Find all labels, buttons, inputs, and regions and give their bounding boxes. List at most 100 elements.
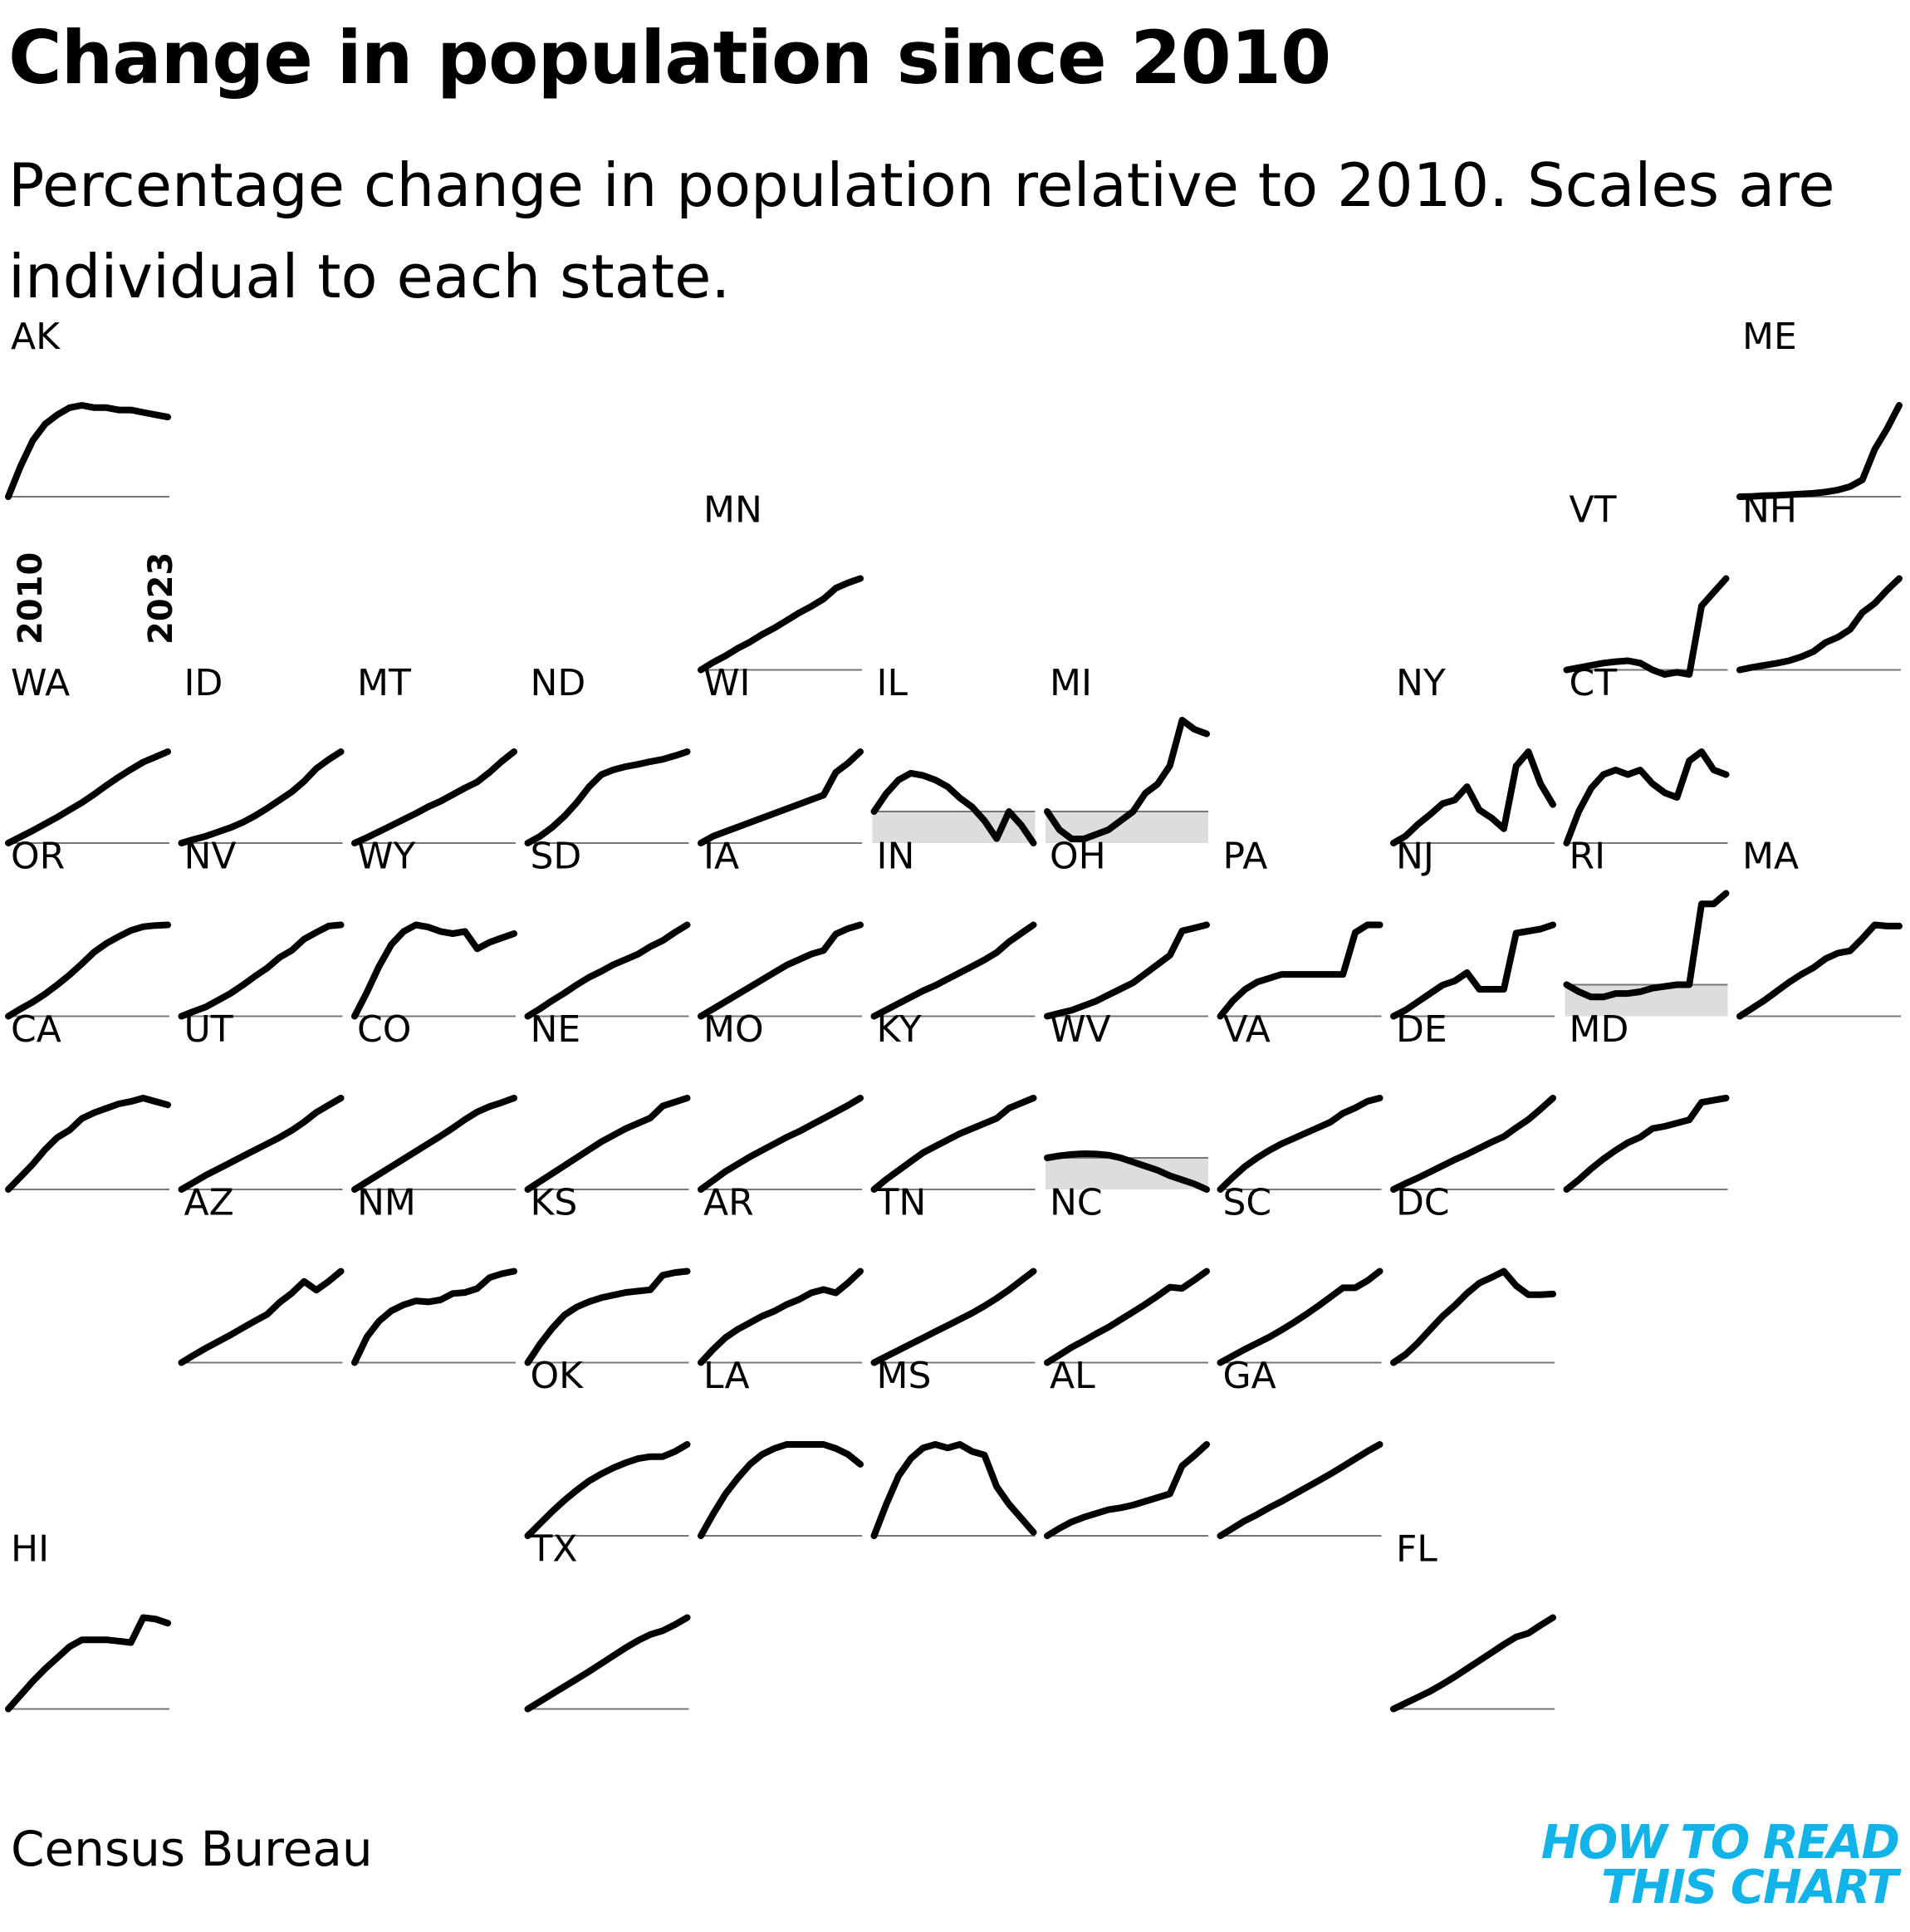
state-label: GA bbox=[1223, 1355, 1276, 1397]
state-panel-wv: WV bbox=[1044, 1008, 1210, 1193]
state-panel-wa: WA bbox=[5, 662, 171, 846]
population-line-id bbox=[178, 748, 345, 846]
state-label: CO bbox=[357, 1008, 411, 1051]
population-line-ks bbox=[524, 1268, 691, 1366]
brand-logo: HOW TO READ THIS CHART bbox=[1541, 1820, 1900, 1915]
state-label: RI bbox=[1570, 836, 1606, 878]
population-line-tx bbox=[524, 1614, 691, 1713]
state-label: WI bbox=[703, 662, 750, 704]
population-line-or bbox=[5, 921, 171, 1020]
state-panel-wi: WI bbox=[698, 662, 864, 846]
state-label: NM bbox=[357, 1182, 416, 1224]
population-line-al bbox=[1044, 1441, 1210, 1539]
state-label: MN bbox=[703, 489, 762, 532]
population-line-nm bbox=[351, 1268, 517, 1366]
population-line-wi bbox=[698, 748, 864, 846]
state-label: CT bbox=[1570, 662, 1618, 704]
population-line-sc bbox=[1217, 1268, 1384, 1366]
state-panel-ms: MS bbox=[870, 1355, 1037, 1539]
population-line-ky bbox=[870, 1095, 1037, 1193]
population-line-me bbox=[1736, 402, 1903, 500]
state-panel-fl: FL bbox=[1390, 1528, 1556, 1713]
state-label: ME bbox=[1742, 316, 1797, 358]
state-label: DE bbox=[1396, 1008, 1447, 1051]
state-label: IL bbox=[877, 662, 908, 704]
state-panel-ga: GA bbox=[1217, 1355, 1384, 1539]
state-panel-ne: NE bbox=[524, 1008, 691, 1193]
state-label: KS bbox=[531, 1182, 578, 1224]
state-panel-in: IN bbox=[870, 836, 1037, 1020]
population-line-nj bbox=[1390, 921, 1556, 1020]
brand-line-2: THIS CHART bbox=[1601, 1861, 1898, 1915]
state-label: WV bbox=[1050, 1008, 1111, 1051]
state-label: NY bbox=[1396, 662, 1446, 704]
population-line-ct bbox=[1563, 748, 1730, 846]
state-label: WY bbox=[357, 836, 416, 878]
population-line-mo bbox=[698, 1095, 864, 1193]
state-panel-nv: NV bbox=[178, 836, 345, 1020]
state-label: KY bbox=[877, 1008, 922, 1051]
state-label: UT bbox=[184, 1008, 233, 1051]
state-panel-az: AZ bbox=[178, 1182, 345, 1366]
state-label: ND bbox=[531, 662, 586, 704]
state-label: NH bbox=[1742, 489, 1797, 532]
state-label: MD bbox=[1570, 1008, 1629, 1051]
state-panel-hi: HI bbox=[5, 1528, 171, 1713]
state-label: AK bbox=[11, 316, 61, 358]
population-line-oh bbox=[1044, 921, 1210, 1020]
state-panel-al: AL bbox=[1044, 1355, 1210, 1539]
state-panel-ut: UT bbox=[178, 1008, 345, 1193]
state-panel-wy: WY bbox=[351, 836, 517, 1020]
state-panel-ak: AK 2010 2023 bbox=[5, 316, 180, 645]
state-panel-ia: IA bbox=[698, 836, 864, 1020]
state-panel-vt: VT bbox=[1563, 489, 1730, 678]
population-line-nv bbox=[178, 921, 345, 1020]
source-credit: Census Bureau bbox=[11, 1821, 373, 1877]
population-line-de bbox=[1390, 1095, 1556, 1193]
state-label: NJ bbox=[1396, 836, 1434, 878]
population-line-ma bbox=[1736, 921, 1903, 1020]
state-label: ID bbox=[184, 662, 223, 704]
state-panel-nh: NH bbox=[1736, 489, 1903, 674]
state-panel-ct: CT bbox=[1563, 662, 1730, 846]
state-label: OH bbox=[1050, 836, 1106, 878]
state-panel-oh: OH bbox=[1044, 836, 1210, 1020]
state-label: SC bbox=[1223, 1182, 1272, 1224]
state-label: PA bbox=[1223, 836, 1268, 878]
state-panel-id: ID bbox=[178, 662, 345, 846]
state-panel-dc: DC bbox=[1390, 1182, 1556, 1366]
state-panel-mo: MO bbox=[698, 1008, 864, 1193]
population-line-ri bbox=[1563, 890, 1730, 1001]
population-line-tn bbox=[870, 1268, 1037, 1366]
state-label: TN bbox=[876, 1182, 927, 1224]
page-subtitle: Percentage change in population relative… bbox=[8, 150, 1835, 311]
state-label: OR bbox=[11, 836, 65, 878]
population-line-nd bbox=[524, 748, 691, 846]
population-line-co bbox=[351, 1095, 517, 1193]
population-line-pa bbox=[1217, 921, 1384, 1020]
population-line-mt bbox=[351, 748, 517, 846]
population-line-va bbox=[1217, 1095, 1384, 1193]
state-label: MT bbox=[357, 662, 411, 704]
population-line-ak bbox=[5, 402, 171, 500]
state-label: VT bbox=[1570, 489, 1617, 532]
population-line-vt bbox=[1563, 575, 1730, 678]
population-line-dc bbox=[1390, 1268, 1556, 1366]
population-line-mn bbox=[698, 575, 864, 674]
state-panel-ky: KY bbox=[870, 1008, 1037, 1193]
state-panel-nc: NC bbox=[1044, 1182, 1210, 1366]
population-line-nh bbox=[1736, 575, 1903, 674]
state-panel-tn: TN bbox=[870, 1182, 1037, 1366]
state-panel-md: MD bbox=[1563, 1008, 1730, 1193]
state-panel-nd: ND bbox=[524, 662, 691, 846]
state-panel-la: LA bbox=[698, 1355, 864, 1539]
population-line-wa bbox=[5, 748, 171, 846]
state-label: NV bbox=[184, 836, 237, 878]
state-panel-il: IL bbox=[870, 662, 1037, 846]
state-label: LA bbox=[703, 1355, 750, 1397]
state-panel-or: OR bbox=[5, 836, 171, 1020]
state-panel-ny: NY bbox=[1390, 662, 1556, 846]
state-panel-mi: MI bbox=[1044, 662, 1210, 843]
state-panel-de: DE bbox=[1390, 1008, 1556, 1193]
